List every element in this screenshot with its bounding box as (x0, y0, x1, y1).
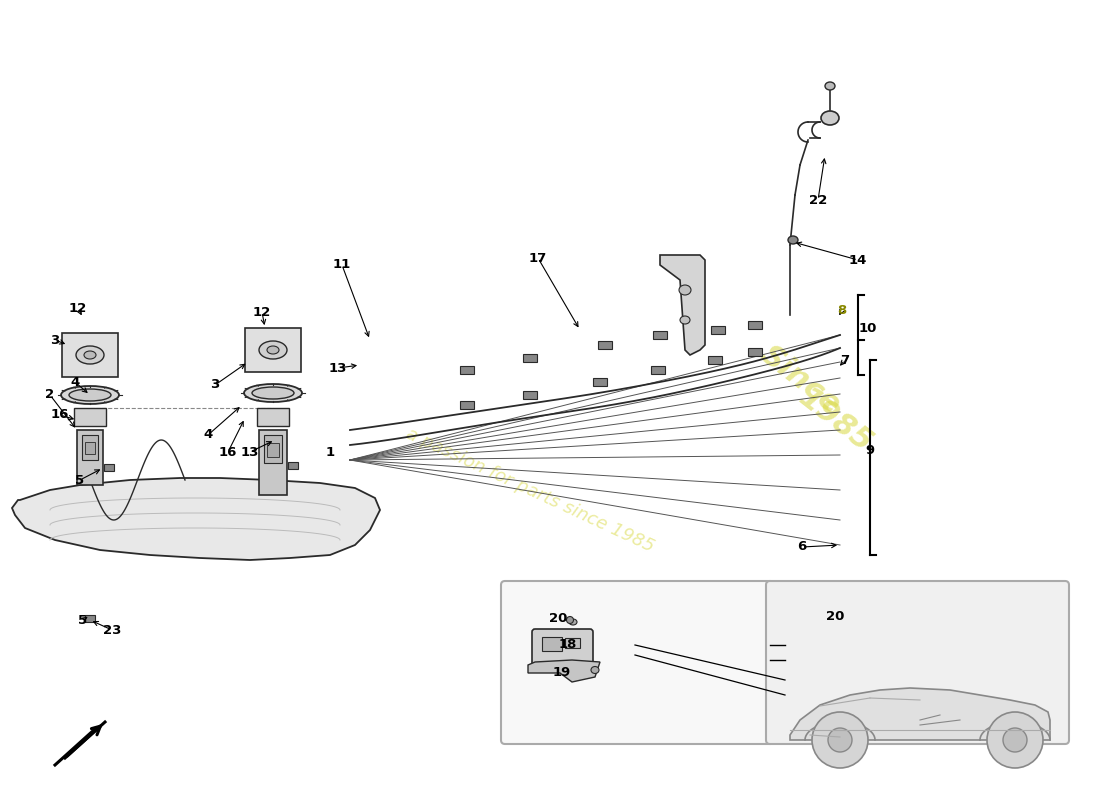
Bar (77, 430, 103, 485)
Text: 14: 14 (849, 254, 867, 266)
Polygon shape (522, 391, 537, 399)
Bar (267, 443, 279, 457)
Polygon shape (651, 366, 666, 374)
Bar (74, 408, 106, 426)
Ellipse shape (267, 346, 279, 354)
Text: 5: 5 (78, 614, 88, 626)
Ellipse shape (821, 111, 839, 125)
Text: 20: 20 (549, 611, 568, 625)
Polygon shape (528, 660, 600, 682)
Ellipse shape (825, 82, 835, 90)
Text: 12: 12 (253, 306, 271, 318)
Polygon shape (460, 401, 474, 409)
Polygon shape (62, 333, 118, 377)
Ellipse shape (258, 341, 287, 359)
Text: 6: 6 (798, 541, 806, 554)
Text: 11: 11 (333, 258, 351, 271)
Circle shape (812, 712, 868, 768)
Text: 3: 3 (51, 334, 59, 346)
Bar (85, 615, 95, 622)
Ellipse shape (252, 387, 294, 399)
Text: 13: 13 (329, 362, 348, 374)
Ellipse shape (60, 386, 119, 404)
Bar (104, 464, 114, 471)
Ellipse shape (69, 389, 111, 401)
Text: 7: 7 (840, 354, 849, 366)
Polygon shape (790, 688, 1050, 740)
Text: 4: 4 (204, 429, 212, 442)
Text: 19: 19 (553, 666, 571, 678)
Circle shape (828, 728, 852, 752)
Ellipse shape (244, 384, 303, 402)
Polygon shape (711, 326, 725, 334)
Text: 5: 5 (76, 474, 85, 486)
Ellipse shape (680, 316, 690, 324)
Bar (82, 435, 98, 460)
Polygon shape (748, 348, 762, 356)
Ellipse shape (569, 619, 578, 625)
Text: 20: 20 (826, 610, 844, 623)
Polygon shape (748, 321, 762, 329)
Bar (257, 408, 289, 426)
Text: 22: 22 (808, 194, 827, 206)
Text: 16: 16 (51, 409, 69, 422)
Ellipse shape (788, 236, 798, 244)
Polygon shape (245, 328, 301, 372)
Text: 8: 8 (837, 303, 847, 317)
FancyBboxPatch shape (500, 581, 774, 744)
Bar (288, 462, 298, 469)
Bar (258, 430, 287, 495)
FancyBboxPatch shape (532, 629, 593, 667)
Polygon shape (460, 366, 474, 374)
Text: 23: 23 (102, 623, 121, 637)
Circle shape (987, 712, 1043, 768)
Bar (264, 435, 282, 463)
FancyBboxPatch shape (766, 581, 1069, 744)
Bar (85, 442, 95, 454)
Polygon shape (660, 255, 705, 355)
Text: 18: 18 (559, 638, 578, 651)
Text: a passion for parts since 1985: a passion for parts since 1985 (403, 424, 657, 556)
Circle shape (1003, 728, 1027, 752)
Text: 3: 3 (210, 378, 220, 391)
Ellipse shape (566, 617, 573, 623)
Text: 12: 12 (69, 302, 87, 314)
Text: 9: 9 (866, 443, 874, 457)
Ellipse shape (84, 351, 96, 359)
Ellipse shape (679, 285, 691, 295)
Polygon shape (653, 331, 667, 339)
Bar (565, 638, 580, 648)
Ellipse shape (76, 346, 104, 364)
Text: 13: 13 (241, 446, 260, 458)
Polygon shape (12, 478, 380, 560)
Polygon shape (598, 341, 612, 349)
Text: Since: Since (755, 340, 846, 420)
Text: 2: 2 (45, 389, 55, 402)
Text: 17: 17 (529, 251, 547, 265)
Ellipse shape (591, 666, 600, 674)
Polygon shape (522, 354, 537, 362)
Text: 1: 1 (326, 446, 334, 459)
Text: 10: 10 (859, 322, 877, 334)
Polygon shape (708, 356, 722, 364)
Text: 1985: 1985 (793, 382, 878, 458)
Text: 16: 16 (219, 446, 238, 458)
Text: 4: 4 (70, 375, 79, 389)
Polygon shape (593, 378, 607, 386)
Bar (542, 637, 562, 651)
